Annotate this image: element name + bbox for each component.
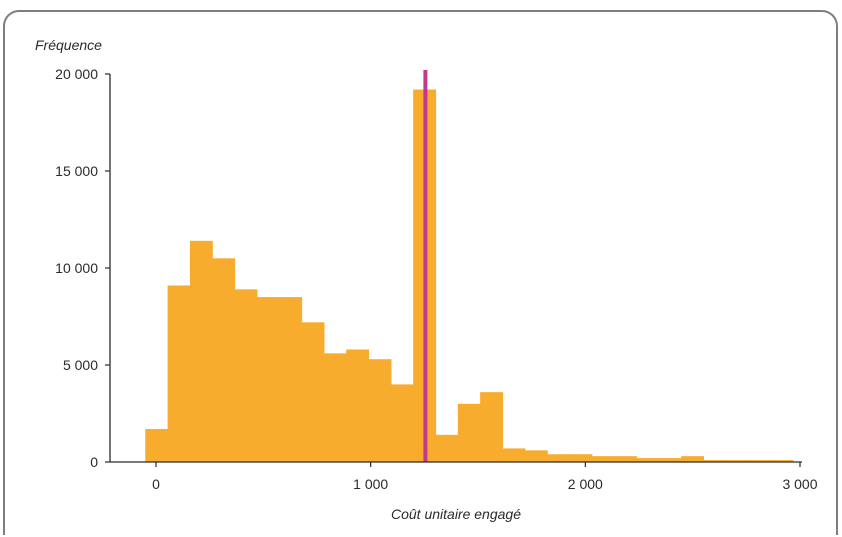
bar-10 bbox=[368, 359, 392, 462]
chart-frame bbox=[3, 10, 838, 535]
bar-1 bbox=[167, 285, 191, 462]
bar-21 bbox=[614, 456, 638, 462]
bar-6 bbox=[279, 297, 303, 462]
x-axis-ticks: 0 1 000 2 000 3 000 bbox=[152, 462, 818, 492]
y-tick-label-0: 0 bbox=[90, 454, 98, 470]
x-tick-label-0: 0 bbox=[152, 476, 160, 492]
bar-17 bbox=[524, 450, 548, 462]
x-tick-label-2: 2 000 bbox=[568, 476, 603, 492]
bar-4 bbox=[234, 289, 258, 462]
bar-11 bbox=[390, 384, 414, 462]
y-axis-title: Fréquence bbox=[35, 37, 102, 53]
x-tick-label-1: 1 000 bbox=[353, 476, 388, 492]
bar-24 bbox=[681, 456, 704, 462]
y-tick-label-3: 15 000 bbox=[55, 163, 98, 179]
x-tick-label-3: 3 000 bbox=[782, 476, 817, 492]
y-tick-label-2: 10 000 bbox=[55, 260, 98, 276]
y-axis-ticks: 0 5 000 10 000 15 000 20 000 bbox=[55, 66, 110, 470]
bar-13 bbox=[435, 434, 459, 462]
bar-26 bbox=[725, 460, 749, 462]
bar-0 bbox=[145, 429, 169, 462]
bar-3 bbox=[212, 258, 236, 462]
bar-18 bbox=[547, 454, 571, 462]
bar-20 bbox=[591, 456, 615, 462]
y-tick-label-4: 20 000 bbox=[55, 66, 98, 82]
bar-19 bbox=[569, 454, 593, 462]
bar-28 bbox=[770, 460, 794, 462]
bar-8 bbox=[323, 353, 347, 462]
bar-23 bbox=[658, 458, 682, 462]
bar-15 bbox=[480, 392, 504, 462]
y-tick-label-1: 5 000 bbox=[63, 357, 98, 373]
bar-22 bbox=[636, 458, 660, 462]
bar-25 bbox=[703, 460, 727, 462]
bar-16 bbox=[502, 448, 526, 462]
bar-9 bbox=[346, 349, 370, 462]
bar-27 bbox=[748, 460, 771, 462]
bar-5 bbox=[256, 297, 280, 462]
bar-14 bbox=[457, 403, 481, 462]
x-axis-title: Coût unitaire engagé bbox=[391, 506, 521, 522]
bar-2 bbox=[189, 240, 213, 462]
axes bbox=[109, 74, 802, 463]
histogram-bars bbox=[145, 89, 794, 463]
bar-7 bbox=[301, 322, 325, 462]
